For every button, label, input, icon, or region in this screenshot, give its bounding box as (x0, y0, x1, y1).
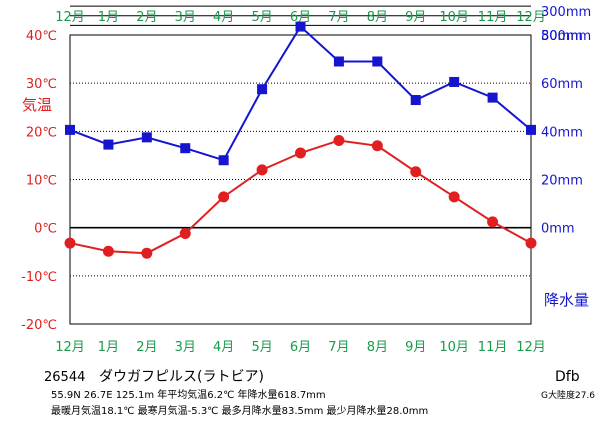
precipitation-point (333, 56, 344, 67)
precipitation-tick-label: 0mm (541, 222, 575, 237)
month-label-bottom: 7月 (328, 340, 349, 355)
month-label-top: 11月 (478, 10, 508, 25)
temperature-point (256, 164, 268, 176)
temperature-point (525, 237, 537, 249)
month-label-top: 12月 (516, 10, 546, 25)
month-label-top: 9月 (405, 10, 426, 25)
temperature-tick-label: -10℃ (21, 270, 57, 285)
month-label-bottom: 3月 (175, 340, 196, 355)
precipitation-tick-label: 60mm (541, 77, 583, 92)
precipitation-axis-title: 降水量 (544, 291, 589, 309)
temperature-tick-label: 0℃ (34, 222, 57, 237)
month-label-bottom: 2月 (136, 340, 157, 355)
precipitation-tick-label: 80mm (541, 29, 583, 44)
month-label-top: 2月 (136, 10, 157, 25)
temperature-point (410, 166, 422, 178)
precipitation-point (526, 124, 536, 135)
month-label-top: 8月 (367, 10, 388, 25)
month-label-top: 12月 (55, 10, 85, 25)
temperature-point (102, 245, 114, 257)
precipitation-tick-label: 20mm (541, 174, 583, 189)
month-label-bottom: 9月 (405, 340, 426, 355)
temperature-point (179, 227, 191, 239)
month-labels-bottom: 12月 1月 2月 3月 4月 5月 6月 7月 8月 9月 10月 11月 12月 (55, 340, 546, 355)
series-layer (64, 21, 537, 259)
temperature-tick-label: 40℃ (26, 29, 57, 44)
precipitation-tick-label: 40mm (541, 125, 583, 140)
precipitation-line (69, 25, 532, 162)
precipitation-point (218, 155, 229, 166)
precipitation-tick-label: 300mm (541, 5, 591, 20)
climate-class: Dfb (555, 369, 580, 385)
temperature-point (448, 191, 460, 203)
temperature-point (333, 134, 345, 146)
station-code: 26544 (44, 370, 85, 385)
precipitation-point (103, 139, 114, 150)
month-label-top: 5月 (251, 10, 272, 25)
precipitation-point (141, 132, 152, 143)
precipitation-point (65, 124, 75, 135)
precipitation-point (372, 56, 383, 67)
station-extremes-line: 最暖月気温18.1℃ 最寒月気温-5.3℃ 最多月降水量83.5mm 最少月降水… (51, 404, 428, 417)
temperature-tick-label: 10℃ (26, 174, 57, 189)
temperature-tick-label: 30℃ (26, 77, 57, 92)
precipitation-point (487, 92, 498, 103)
temperature-point (218, 191, 230, 203)
precipitation-point (295, 21, 306, 32)
precipitation-point (410, 95, 421, 106)
precipitation-point (449, 76, 460, 87)
month-label-bottom: 12月 (55, 340, 85, 355)
month-label-bottom: 8月 (367, 340, 388, 355)
month-label-bottom: 4月 (213, 340, 234, 355)
temperature-point (371, 140, 383, 152)
month-label-top: 3月 (175, 10, 196, 25)
month-label-top: 10月 (439, 10, 469, 25)
month-label-top: 4月 (213, 10, 234, 25)
temperature-point (64, 237, 76, 249)
temperature-point (141, 247, 153, 259)
temperature-point (295, 147, 306, 159)
precipitation-point (180, 143, 191, 154)
month-label-bottom: 5月 (251, 340, 272, 355)
precipitation-point (257, 84, 268, 95)
grid-layer (69, 5, 532, 325)
temperature-tick-label: 20℃ (26, 125, 57, 140)
month-label-bottom: 6月 (290, 340, 311, 355)
month-label-top: 7月 (328, 10, 349, 25)
month-label-top: 1月 (98, 10, 119, 25)
station-info-line: 55.9N 26.7E 125.1m 年平均気温6.2℃ 年降水量618.7mm (51, 388, 326, 401)
temperature-tick-labels: 40℃ 30℃ 20℃ 10℃ 0℃ -10℃ -20℃ (21, 29, 57, 333)
continentality-index: G大陸度27.6 (541, 389, 595, 401)
precipitation-tick-label: 500mm (541, 29, 591, 44)
month-labels-top: 12月 1月 2月 3月 4月 5月 6月 7月 8月 9月 10月 11月 12月 (55, 10, 546, 25)
month-label-bottom: 11月 (478, 340, 508, 355)
temperature-point (487, 216, 499, 228)
month-label-bottom: 1月 (98, 340, 119, 355)
month-label-bottom: 10月 (439, 340, 469, 355)
station-name: ダウガフピルス(ラトビア) (99, 369, 264, 385)
temperature-axis-title: 気温 (22, 96, 52, 114)
month-label-top: 6月 (290, 10, 311, 25)
temperature-tick-label: -20℃ (21, 318, 57, 333)
precipitation-tick-labels: 0mm20mm40mm60mm80mm100mm300mm500mm (541, 5, 591, 237)
month-label-bottom: 12月 (516, 340, 546, 355)
